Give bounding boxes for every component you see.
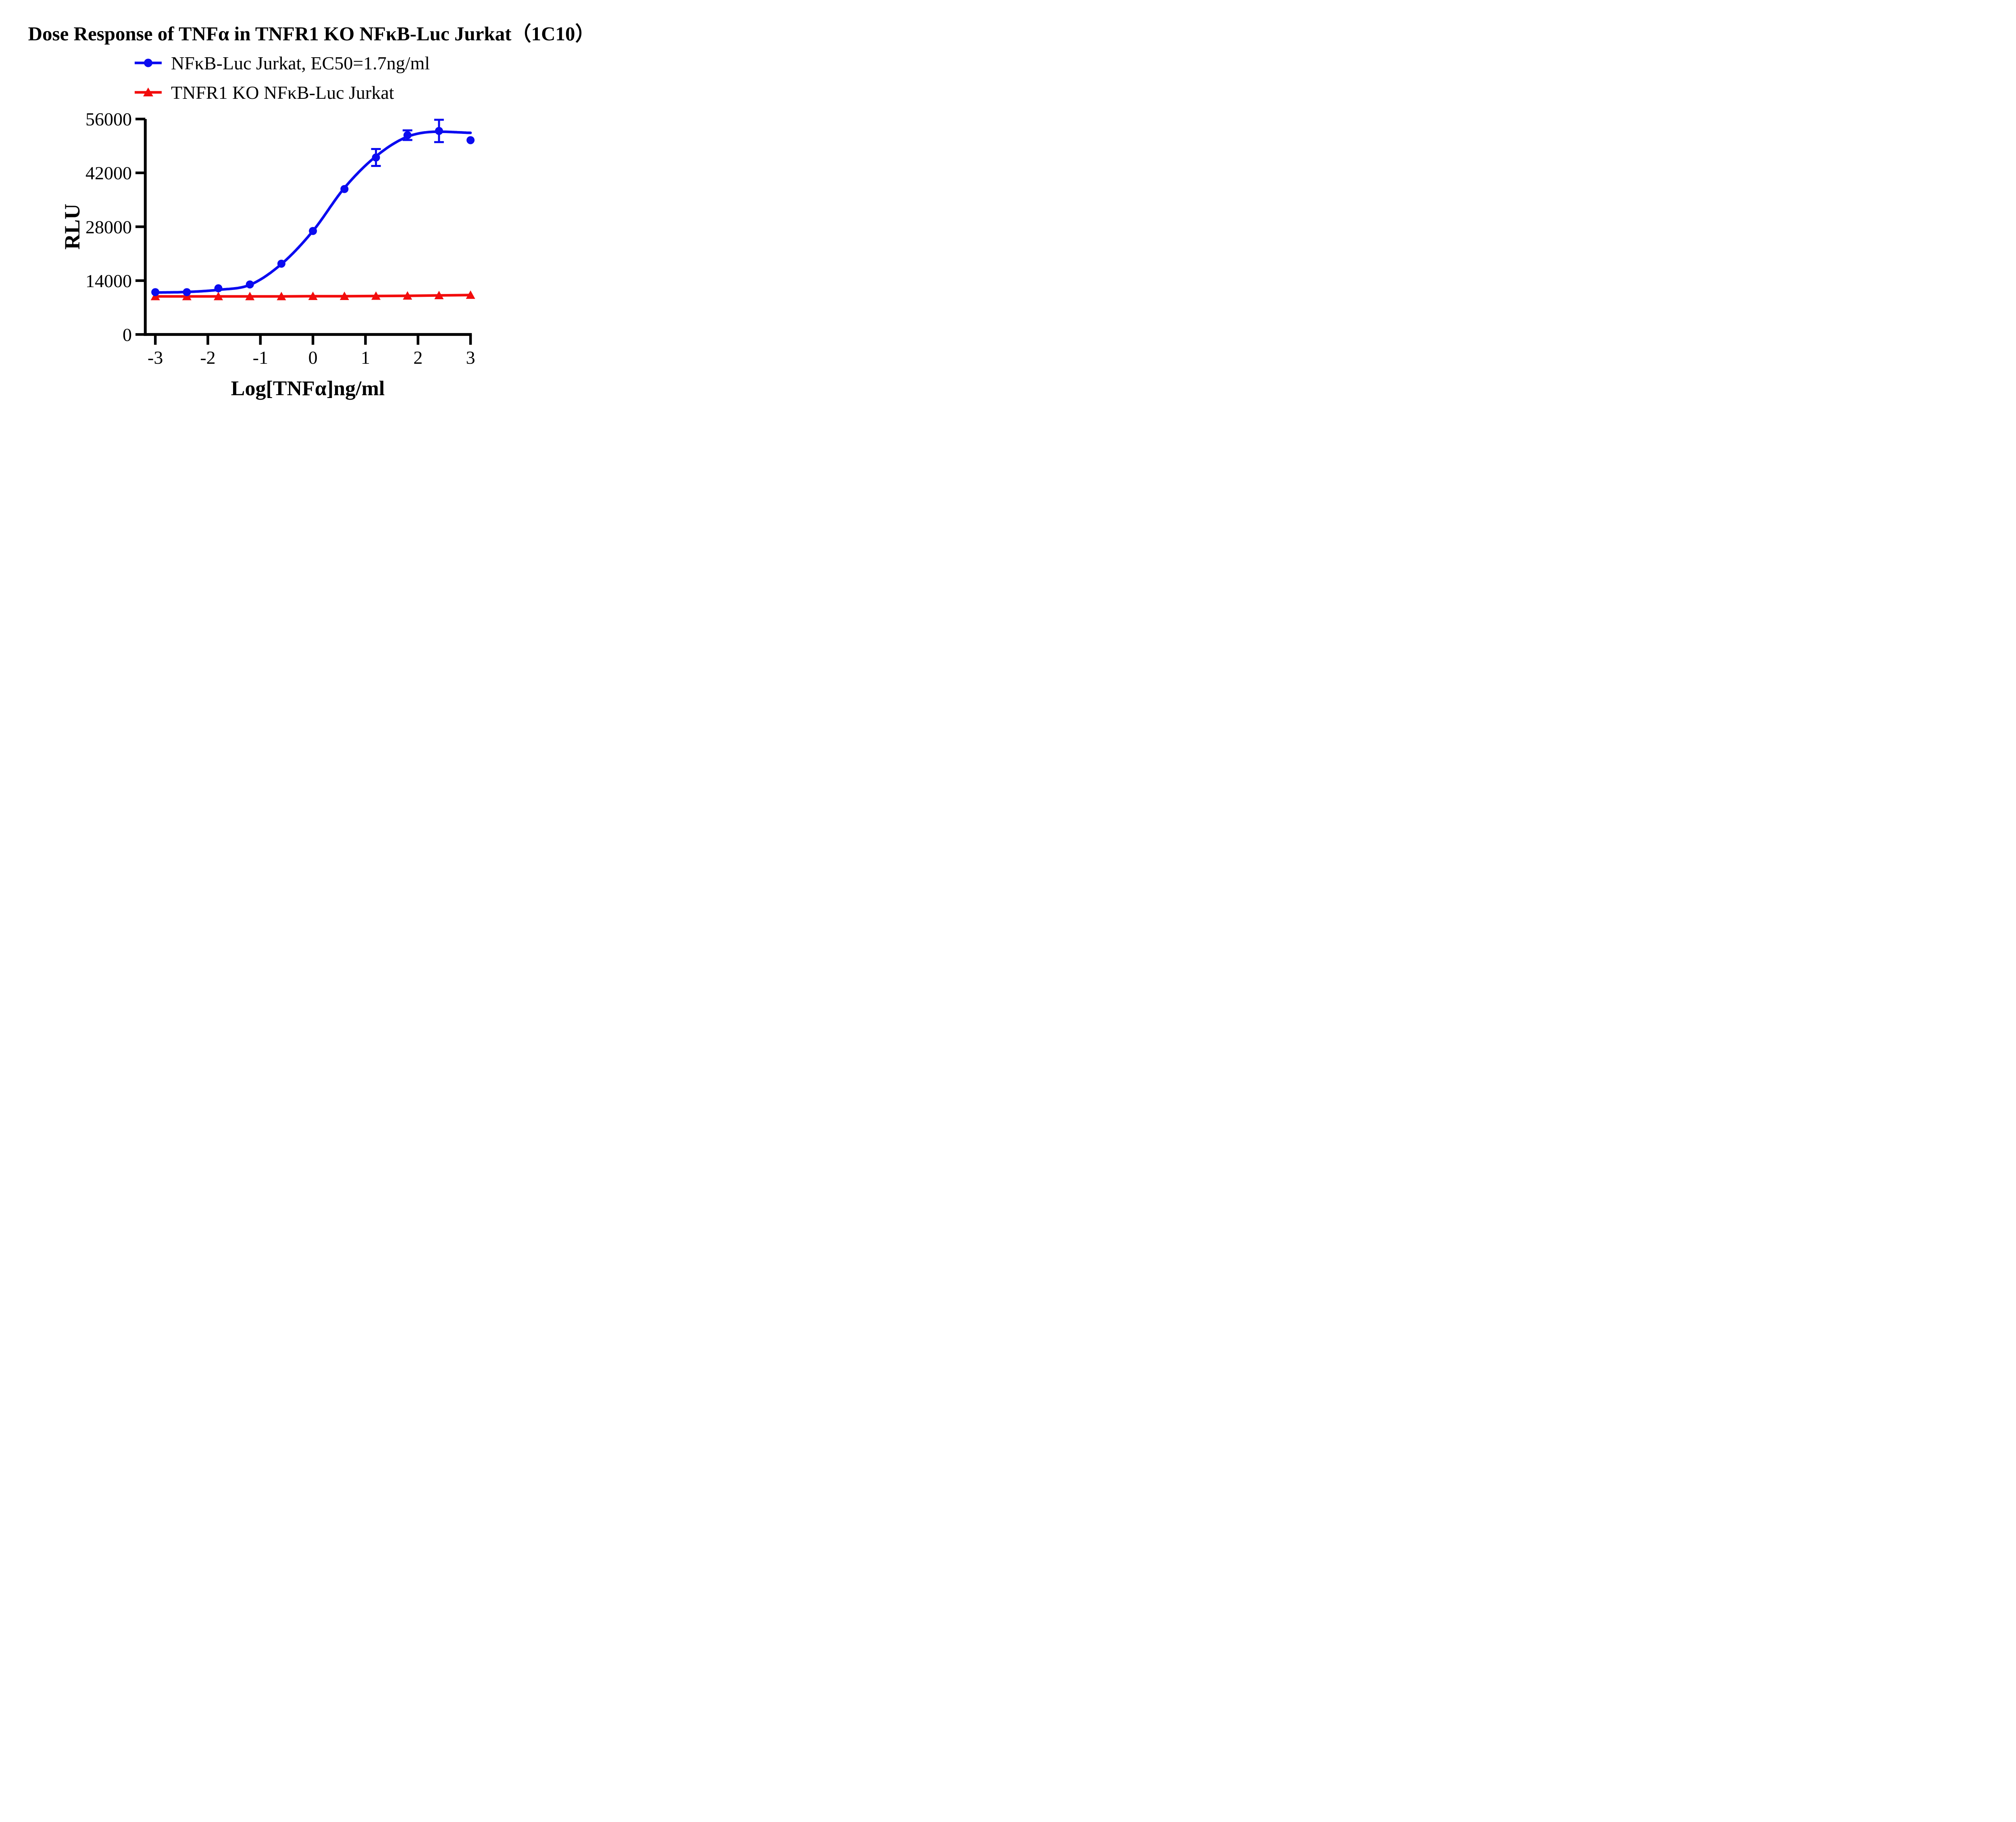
red-series-point	[277, 292, 286, 300]
dose-response-figure: Dose Response of TNFα in TNFR1 KO NFκB-L…	[0, 0, 623, 413]
red-series-point	[308, 291, 318, 300]
blue-series-point	[277, 259, 285, 268]
blue-series-point	[246, 280, 254, 289]
chart-title: Dose Response of TNFα in TNFR1 KO NFκB-L…	[28, 23, 595, 45]
x-tick-label: -2	[200, 347, 215, 368]
y-tick-label: 28000	[85, 217, 132, 237]
red-series-point	[466, 290, 475, 299]
x-tick-label: -1	[253, 347, 268, 368]
red-series-point	[434, 291, 444, 300]
blue-series-point	[151, 288, 160, 296]
blue-series-point	[372, 153, 380, 162]
red-series-point	[339, 291, 349, 300]
blue-series-point	[403, 131, 412, 140]
blue-series-point	[435, 127, 443, 135]
legend-label: NFκB-Luc Jurkat, EC50=1.7ng/ml	[171, 53, 430, 73]
legend-circle-marker-icon	[144, 58, 152, 67]
blue-series-point	[183, 288, 191, 296]
legend-item: NFκB-Luc Jurkat, EC50=1.7ng/ml	[135, 53, 430, 73]
blue-series-point	[467, 136, 475, 144]
x-axis-title: Log[TNFα]ng/ml	[231, 377, 385, 400]
y-axis-title: RLU	[60, 204, 84, 250]
red-series-point	[371, 291, 381, 300]
red-series-point	[403, 291, 412, 300]
blue-fit-curve	[154, 130, 472, 294]
x-tick-label: 3	[466, 347, 475, 368]
y-tick-label: 14000	[85, 271, 132, 291]
blue-series-point	[214, 284, 223, 292]
blue-series-point	[340, 185, 349, 193]
legend-triangle-marker-icon	[143, 88, 153, 96]
x-tick-label: 2	[413, 347, 423, 368]
x-tick-label: -3	[148, 347, 163, 368]
x-tick-label: 1	[361, 347, 370, 368]
y-tick-label: 56000	[85, 109, 132, 129]
red-series-point	[214, 292, 223, 300]
y-tick-label: 0	[123, 324, 132, 345]
red-series-point	[245, 292, 255, 300]
x-tick-label: 0	[308, 347, 318, 368]
legend-item: TNFR1 KO NFκB-Luc Jurkat	[135, 82, 394, 103]
legend-label: TNFR1 KO NFκB-Luc Jurkat	[171, 82, 394, 103]
y-tick-label: 42000	[85, 163, 132, 183]
dose-response-chart: 0 14000 28000 42000 56000 -3 -2 -1 0 1 2 3 RLU Log[TN…	[60, 53, 475, 400]
blue-series-point	[309, 227, 317, 235]
